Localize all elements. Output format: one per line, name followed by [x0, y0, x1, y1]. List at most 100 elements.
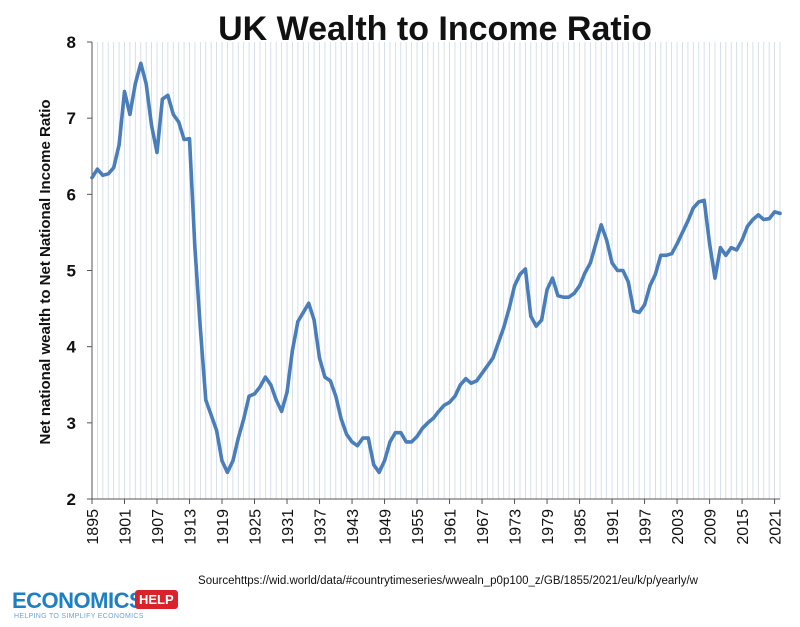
x-axis-ticks: 1895 1901 1907 1913 1919 1925 1931 1937 1943 1949…	[85, 499, 785, 545]
data-point	[707, 242, 712, 246]
data-point	[518, 272, 522, 276]
data-point	[101, 173, 105, 177]
data-point	[312, 318, 316, 322]
y-tick-label: 6	[67, 185, 76, 204]
data-point	[507, 306, 511, 311]
data-point	[550, 276, 555, 280]
data-point	[729, 246, 733, 250]
data-point	[426, 421, 430, 425]
data-point	[166, 93, 170, 97]
data-point	[735, 248, 739, 252]
data-point	[382, 459, 387, 463]
data-point	[90, 175, 94, 180]
data-point	[583, 271, 587, 275]
data-point	[670, 252, 674, 256]
data-point	[642, 303, 647, 307]
data-point	[610, 261, 614, 265]
y-axis-label: Net national wealth to Net National Inco…	[37, 99, 54, 444]
data-point	[263, 375, 267, 379]
data-point	[556, 294, 560, 298]
data-point	[274, 398, 278, 402]
x-tick-label: 1937	[313, 509, 330, 545]
data-point	[350, 440, 354, 444]
data-point	[745, 224, 750, 228]
data-point	[290, 348, 295, 353]
data-point	[366, 436, 370, 440]
x-tick-label: 1985	[573, 509, 590, 545]
data-point	[561, 295, 565, 299]
logo-tagline: HELPING TO SIMPLIFY ECONOMICS	[14, 613, 144, 620]
x-tick-label: 1919	[215, 509, 232, 545]
data-point	[529, 314, 533, 318]
x-tick-label: 1979	[540, 509, 557, 545]
data-point	[691, 206, 695, 210]
data-point	[393, 431, 397, 435]
data-point	[756, 213, 760, 217]
data-point	[502, 326, 506, 330]
data-point	[323, 375, 327, 379]
data-point	[545, 287, 549, 292]
data-point	[182, 137, 186, 142]
data-point	[334, 394, 338, 398]
data-point	[317, 356, 322, 360]
data-point	[193, 246, 197, 250]
y-tick-label: 4	[67, 338, 77, 357]
data-point	[480, 371, 484, 375]
data-point	[214, 428, 219, 433]
data-point	[718, 246, 723, 250]
data-point	[247, 394, 251, 398]
data-point	[588, 261, 592, 265]
data-point	[106, 172, 110, 176]
data-point	[740, 238, 744, 242]
x-tick-label: 1973	[508, 509, 525, 545]
data-point	[431, 416, 435, 420]
x-tick-label: 1955	[410, 509, 427, 545]
y-tick-label: 5	[67, 262, 76, 281]
data-point	[420, 426, 425, 430]
data-point	[296, 319, 300, 324]
data-point	[767, 217, 771, 221]
economics-help-logo[interactable]: ECONOMICS HELP HELPING TO SIMPLIFY ECONO…	[12, 586, 182, 624]
data-point	[160, 97, 165, 101]
y-tick-label: 3	[67, 414, 76, 433]
data-point	[307, 301, 311, 305]
data-point	[171, 112, 175, 116]
data-point	[762, 217, 766, 222]
x-tick-label: 1961	[443, 509, 460, 545]
x-tick-label: 1967	[475, 509, 492, 545]
data-point	[122, 89, 127, 94]
x-tick-label: 2003	[670, 509, 687, 545]
x-tick-label: 1943	[345, 509, 362, 545]
data-point	[475, 379, 479, 383]
data-point	[653, 272, 658, 276]
chart-title: UK Wealth to Income Ratio	[218, 10, 652, 48]
data-point	[453, 394, 457, 398]
data-point	[599, 223, 603, 227]
data-point	[458, 383, 462, 387]
data-point	[512, 284, 517, 288]
data-point	[534, 324, 538, 328]
data-point	[572, 291, 576, 295]
data-point	[231, 459, 235, 463]
data-point	[437, 409, 441, 414]
data-point	[177, 120, 181, 124]
data-point	[117, 143, 121, 147]
x-tick-label: 1931	[280, 509, 297, 545]
data-point	[139, 61, 143, 65]
data-point	[399, 431, 403, 435]
data-point	[388, 440, 392, 444]
x-tick-label: 1949	[378, 509, 395, 545]
y-tick-label: 8	[67, 33, 76, 52]
data-point	[269, 383, 273, 387]
x-tick-label: 1901	[118, 509, 135, 545]
data-point	[659, 253, 663, 257]
data-point	[567, 295, 571, 299]
grid	[91, 42, 781, 499]
data-point	[361, 436, 365, 440]
data-point	[328, 379, 332, 383]
data-point	[128, 112, 132, 116]
source-note: Sourcehttps://wid.world/data/#countrytim…	[198, 575, 699, 587]
data-point	[149, 124, 154, 128]
data-point	[496, 341, 500, 345]
